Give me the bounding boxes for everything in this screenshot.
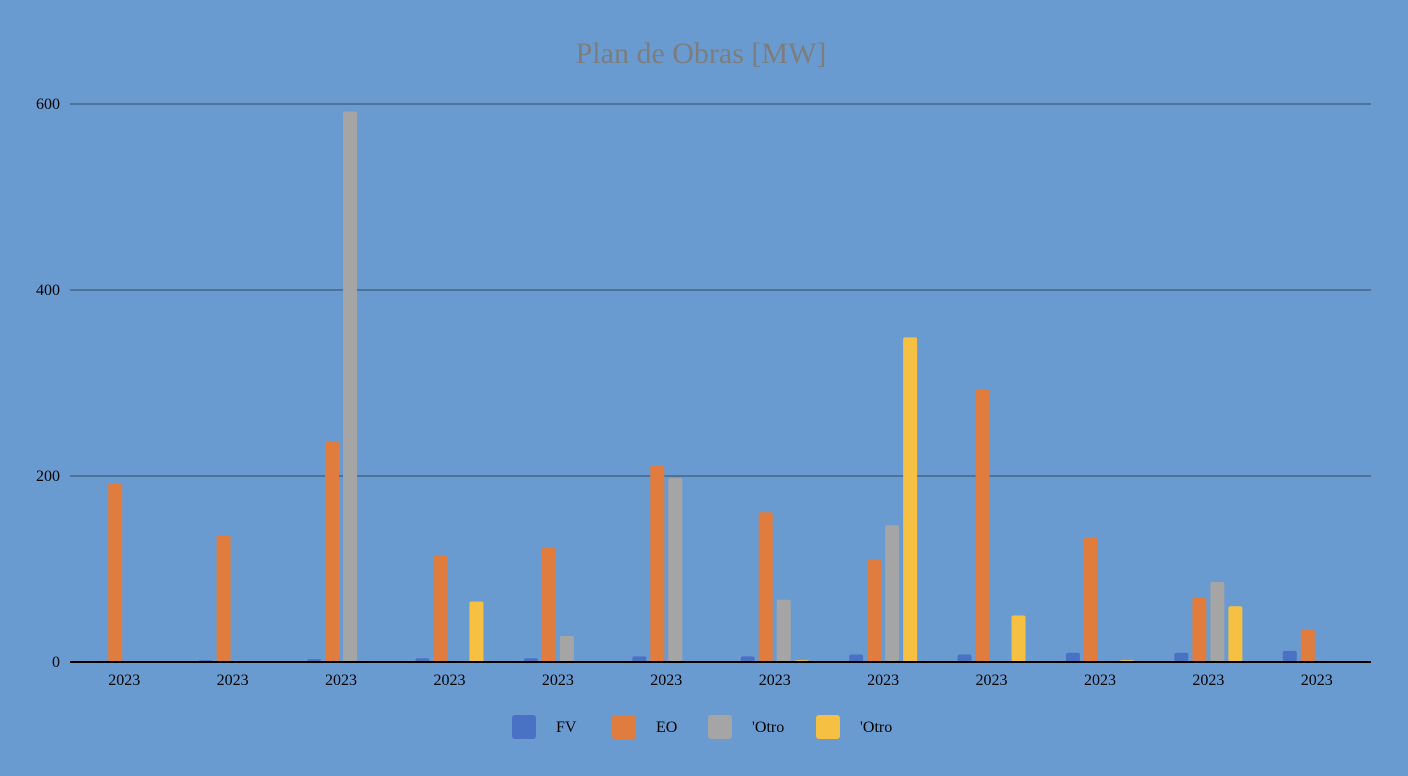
chart-title: Plan de Obras [MW] [576, 37, 827, 70]
y-axis-tick-labels: 0 200 400 600 [36, 96, 60, 671]
bar-1-11 [1174, 652, 1189, 662]
legend: FV EO 'Otro 'Otro [512, 715, 892, 739]
legend-swatch [512, 715, 536, 739]
y-tick-label: 600 [36, 96, 60, 113]
bar-1-8 [849, 654, 864, 662]
legend-label: 'Otro [752, 719, 784, 736]
bar-3-5 [559, 635, 574, 662]
bar-4-9 [1011, 615, 1026, 662]
bar-1-10 [1065, 652, 1080, 662]
x-axis-tick-labels: 2023 2023 2023 2023 2023 2023 2023 2023 2023 2023… [108, 672, 1333, 689]
bar-4-8 [903, 337, 918, 662]
bar-2-8 [867, 559, 882, 662]
bar-2-2 [216, 535, 231, 662]
legend-swatch [612, 715, 636, 739]
legend-swatch [816, 715, 840, 739]
bar-4-4 [469, 601, 484, 662]
x-tick-label: 2023 [217, 672, 249, 689]
bar-2-6 [650, 465, 665, 662]
legend-item-1: FV [512, 715, 577, 739]
bar-1-6 [632, 656, 647, 662]
y-tick-label: 200 [36, 468, 60, 485]
bar-2-4 [433, 555, 448, 662]
bar-2-1 [108, 483, 123, 662]
bar-1-9 [957, 654, 972, 662]
bars [108, 111, 1315, 662]
gridlines [70, 103, 1371, 477]
x-tick-label: 2023 [1301, 672, 1333, 689]
bar-2-3 [325, 441, 340, 662]
x-tick-label: 2023 [867, 672, 899, 689]
bar-3-6 [668, 477, 683, 662]
bar-2-5 [541, 547, 556, 662]
bar-2-10 [1083, 537, 1098, 662]
legend-item-2: EO [612, 715, 677, 739]
bar-2-11 [1192, 597, 1207, 662]
bar-3-8 [885, 525, 900, 662]
legend-swatch [708, 715, 732, 739]
bar-4-11 [1228, 606, 1243, 662]
x-tick-label: 2023 [108, 672, 140, 689]
x-tick-label: 2023 [325, 672, 357, 689]
x-tick-label: 2023 [1084, 672, 1116, 689]
legend-item-3: 'Otro [708, 715, 784, 739]
bar-1-12 [1282, 650, 1297, 662]
bar-3-11 [1210, 582, 1225, 662]
x-tick-label: 2023 [650, 672, 682, 689]
x-tick-label: 2023 [1192, 672, 1224, 689]
x-tick-label: 2023 [433, 672, 465, 689]
bar-3-7 [776, 599, 791, 662]
x-tick-label: 2023 [976, 672, 1008, 689]
bar-2-9 [975, 389, 990, 662]
bar-3-3 [343, 111, 358, 662]
legend-label: EO [656, 719, 677, 736]
bar-1-7 [740, 656, 755, 662]
legend-label: FV [556, 719, 577, 736]
y-tick-label: 0 [52, 654, 60, 671]
y-tick-label: 400 [36, 282, 60, 299]
bar-2-12 [1300, 629, 1315, 662]
bar-2-7 [758, 512, 773, 662]
x-tick-label: 2023 [759, 672, 791, 689]
legend-item-4: 'Otro [816, 715, 892, 739]
legend-label: 'Otro [860, 719, 892, 736]
x-tick-label: 2023 [542, 672, 574, 689]
